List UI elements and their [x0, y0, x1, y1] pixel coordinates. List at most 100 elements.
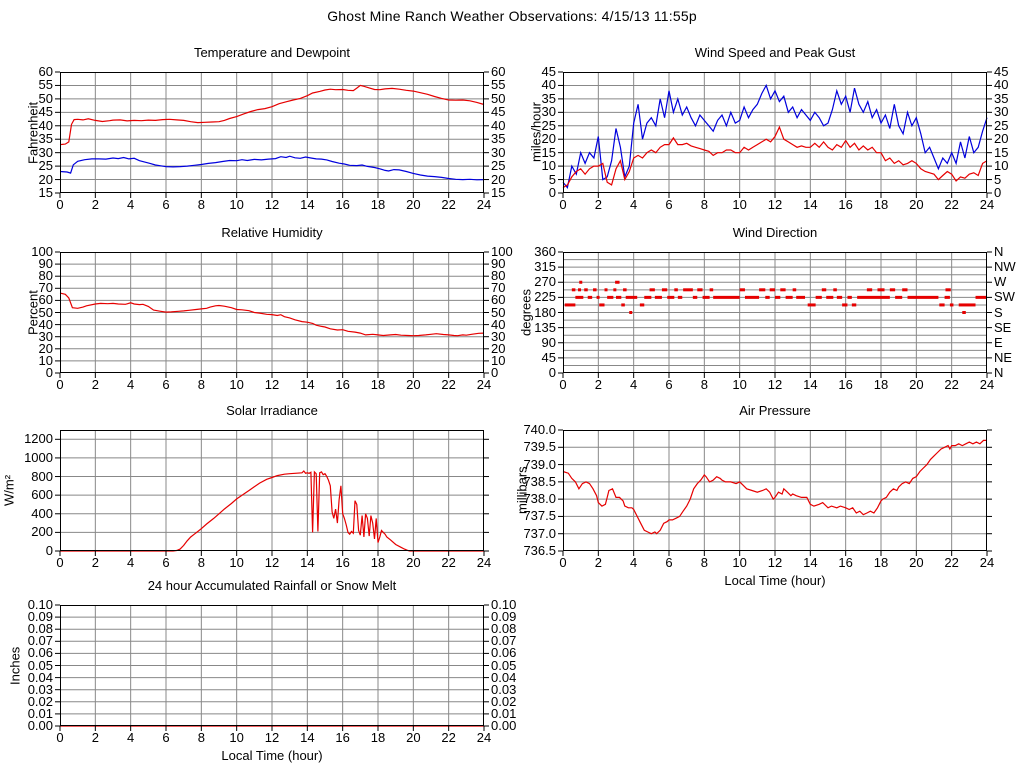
x-tick-label: 6 [665, 377, 673, 392]
y-tick-label: 30 [38, 144, 53, 160]
y-tick-label: 739.5 [523, 439, 556, 455]
peak-gust-line [562, 83, 988, 189]
y-tick-label-right: W [994, 274, 1007, 290]
x-tick-label: 24 [476, 197, 492, 212]
y-tick-label: 20 [38, 340, 53, 356]
y-tick-label: 70 [38, 280, 53, 296]
x-tick-label: 24 [979, 197, 995, 212]
y-tick-label-right: 0.03 [491, 681, 517, 697]
y-tick-label-right: 40 [491, 117, 506, 133]
wind-direction-mark [625, 295, 638, 299]
wind-direction-mark [759, 288, 766, 292]
y-tick-label: 40 [541, 77, 556, 93]
wind-direction-mark [744, 295, 760, 299]
chart-relative-humidity: Relative Humidity Percent 0 0 10 10 20 20 30 30… [0, 220, 521, 400]
wind-direction-mark [713, 295, 740, 299]
x-tick-label: 4 [127, 197, 135, 212]
wind-direction-mark [639, 303, 645, 307]
chart-temperature-dewpoint: Temperature and Dewpoint Fahrenheit 15 15… [0, 40, 521, 220]
wind-direction-mark [607, 295, 614, 299]
wind-direction-mark [765, 295, 770, 299]
wind-direction-mark [833, 288, 837, 292]
x-tick-label: 16 [838, 377, 853, 392]
x-tick-label: 24 [979, 555, 995, 570]
y-tick-label-right: 45 [994, 64, 1009, 79]
chart-title: Wind Speed and Peak Gust [694, 45, 856, 60]
plot-area [55, 251, 489, 378]
air-pressure-line [562, 439, 987, 535]
wind-direction-mark [945, 288, 951, 292]
wind-direction-mark [775, 295, 781, 299]
y-tick-label-right: 15 [994, 144, 1009, 160]
x-tick-label: 14 [803, 377, 818, 392]
y-tick-label-right: NW [994, 259, 1016, 275]
y-tick-label: 0 [45, 543, 53, 558]
x-tick-label: 22 [441, 377, 456, 392]
x-tick-label: 18 [370, 555, 386, 570]
wind-direction-mark [575, 295, 584, 299]
x-tick-label: 0 [559, 377, 567, 392]
wind-direction-mark [661, 288, 668, 292]
wind-direction-mark [836, 295, 843, 299]
x-tick-label: 14 [300, 197, 315, 212]
x-tick-label: 16 [335, 377, 350, 392]
y-tick-label: 50 [38, 90, 53, 106]
x-tick-label: 10 [229, 197, 244, 212]
x-tick-label: 20 [406, 197, 421, 212]
chart-wind-direction: Wind Direction degrees 0 N 45 NE 90 E 135 SE 180… [503, 220, 1024, 400]
wind-direction-mark [907, 295, 939, 299]
x-tick-label: 16 [838, 197, 853, 212]
wind-direction-mark [629, 311, 633, 314]
x-tick-label: 18 [873, 197, 889, 212]
x-tick-label: 8 [700, 555, 708, 570]
y-tick-label: 15 [38, 185, 53, 200]
x-tick-label: 0 [56, 555, 64, 570]
plot-border [563, 72, 987, 193]
y-tick-label: 45 [541, 64, 556, 79]
x-tick-label: 22 [944, 555, 959, 570]
x-tick-label: 0 [559, 555, 567, 570]
plot-border [60, 72, 484, 193]
y-tick-label: 739.0 [523, 456, 556, 472]
wind-direction-mark [587, 295, 593, 299]
y-tick-label: 0.09 [27, 609, 53, 625]
y-tick-label-right: 40 [994, 77, 1009, 93]
y-tick-label-right: SE [994, 319, 1012, 335]
y-tick-label: 736.5 [523, 543, 556, 558]
y-tick-label: 800 [31, 468, 53, 484]
y-tick-label-right: 0.00 [491, 718, 517, 733]
y-tick-label-right: 0 [491, 365, 499, 380]
y-tick-label-right: 15 [491, 185, 506, 200]
y-tick-label-right: 100 [491, 244, 513, 259]
wind-direction-mark [895, 295, 903, 299]
x-tick-label: 4 [127, 555, 135, 570]
y-tick-label: 0.10 [27, 597, 53, 612]
x-tick-label: 20 [406, 730, 421, 745]
x-tick-label: 14 [803, 197, 818, 212]
wind-direction-mark [944, 295, 950, 299]
wind-direction-mark [667, 295, 675, 299]
y-tick-label: 225 [534, 289, 556, 305]
wind-direction-mark [807, 303, 816, 307]
x-tick-label: 8 [197, 730, 205, 745]
y-tick-label: 400 [31, 505, 53, 521]
x-tick-label: 18 [370, 730, 386, 745]
x-tick-label: 16 [335, 197, 350, 212]
y-tick-label: 0.07 [27, 633, 53, 649]
x-axis-title: Local Time (hour) [724, 573, 826, 588]
x-tick-label: 12 [264, 377, 280, 392]
y-tick-label-right: 45 [491, 104, 506, 120]
y-tick-label: 180 [534, 304, 556, 320]
y-tick-label: 0 [548, 365, 556, 380]
y-tick-label: 35 [38, 131, 53, 147]
y-tick-label: 360 [534, 244, 556, 259]
x-tick-label: 10 [732, 377, 747, 392]
x-tick-label: 18 [873, 377, 889, 392]
x-tick-label: 10 [732, 555, 747, 570]
y-tick-label-right: 0.07 [491, 633, 517, 649]
wind-direction-mark [796, 295, 806, 299]
x-tick-label: 4 [630, 555, 638, 570]
wind-direction-mark [842, 303, 848, 307]
y-tick-label: 1000 [24, 449, 53, 465]
